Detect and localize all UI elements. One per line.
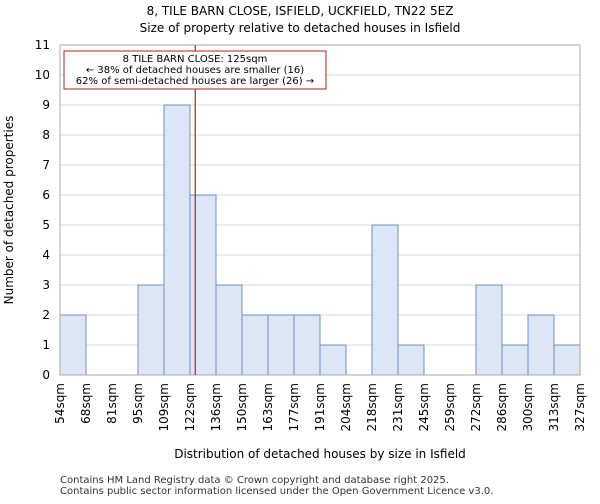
x-tick: 313sqm bbox=[547, 383, 561, 431]
x-tick: 81sqm bbox=[105, 383, 119, 424]
x-tick: 150sqm bbox=[235, 383, 249, 431]
x-tick-label: 68sqm bbox=[79, 383, 93, 424]
x-tick: 136sqm bbox=[209, 383, 223, 431]
bar bbox=[241, 314, 269, 376]
x-tick: 95sqm bbox=[131, 383, 145, 424]
bar bbox=[267, 314, 295, 376]
x-tick: 327sqm bbox=[573, 383, 587, 431]
x-tick: 272sqm bbox=[469, 383, 483, 431]
x-tick: 245sqm bbox=[417, 383, 431, 431]
y-axis-label: Number of detached properties bbox=[2, 116, 16, 305]
x-tick-label: 54sqm bbox=[53, 383, 67, 424]
annotation-line-1: 8 TILE BARN CLOSE: 125sqm bbox=[123, 54, 268, 65]
chart-subtitle: Size of property relative to detached ho… bbox=[140, 21, 461, 35]
x-tick: 177sqm bbox=[287, 383, 301, 431]
x-tick-label: 109sqm bbox=[157, 383, 171, 431]
y-tick-label: 7 bbox=[42, 158, 50, 172]
x-axis-label: Distribution of detached houses by size … bbox=[174, 447, 466, 461]
x-tick-label: 231sqm bbox=[391, 383, 405, 431]
x-tick: 300sqm bbox=[521, 383, 535, 431]
bars bbox=[59, 104, 581, 376]
bar bbox=[163, 104, 191, 376]
bar bbox=[293, 314, 321, 376]
bar bbox=[501, 344, 529, 376]
x-tick-label: 245sqm bbox=[417, 383, 431, 431]
bar bbox=[475, 284, 503, 376]
x-tick-label: 177sqm bbox=[287, 383, 301, 431]
y-tick-label: 3 bbox=[42, 278, 50, 292]
bar bbox=[215, 284, 243, 376]
x-tick: 191sqm bbox=[313, 383, 327, 431]
x-tick-label: 95sqm bbox=[131, 383, 145, 424]
plot-area-border bbox=[59, 44, 581, 376]
x-tick: 163sqm bbox=[261, 383, 275, 431]
y-tick-label: 6 bbox=[42, 188, 50, 202]
x-tick-label: 327sqm bbox=[573, 383, 587, 431]
y-axis-ticks: 0 1 2 3 4 5 6 7 8 9 10 11 bbox=[35, 38, 50, 382]
bar bbox=[59, 314, 87, 376]
x-tick-label: 300sqm bbox=[521, 383, 535, 431]
y-tick-label: 5 bbox=[42, 218, 50, 232]
x-tick: 54sqm bbox=[53, 383, 67, 424]
annotation-line-3: 62% of semi-detached houses are larger (… bbox=[76, 76, 314, 87]
marker-annotation: 8 TILE BARN CLOSE: 125sqm ← 38% of detac… bbox=[63, 50, 327, 90]
bar bbox=[189, 194, 217, 376]
bar bbox=[397, 344, 425, 376]
y-tick-label: 1 bbox=[42, 338, 50, 352]
footer-line-2: Contains public sector information licen… bbox=[60, 486, 493, 497]
bar bbox=[371, 224, 399, 376]
x-tick-label: 259sqm bbox=[443, 383, 457, 431]
x-tick: 109sqm bbox=[157, 383, 171, 431]
bar bbox=[137, 284, 165, 376]
x-tick-label: 272sqm bbox=[469, 383, 483, 431]
x-tick: 286sqm bbox=[495, 383, 509, 431]
annotation-line-2: ← 38% of detached houses are smaller (16… bbox=[86, 65, 304, 76]
x-axis-ticks: 54sqm 68sqm 81sqm 95sqm 109sqm 122sqm 136sqm 15… bbox=[53, 383, 587, 431]
annotation-box bbox=[63, 50, 327, 90]
x-tick-label: 191sqm bbox=[313, 383, 327, 431]
y-tick-label: 8 bbox=[42, 128, 50, 142]
x-tick-label: 204sqm bbox=[339, 383, 353, 431]
y-tick-label: 0 bbox=[42, 368, 50, 382]
y-tick-label: 11 bbox=[35, 38, 50, 52]
x-tick-label: 81sqm bbox=[105, 383, 119, 424]
y-tick-label: 10 bbox=[35, 68, 50, 82]
x-tick: 204sqm bbox=[339, 383, 353, 431]
x-tick: 259sqm bbox=[443, 383, 457, 431]
x-tick-label: 218sqm bbox=[365, 383, 379, 431]
x-tick-label: 163sqm bbox=[261, 383, 275, 431]
x-tick: 68sqm bbox=[79, 383, 93, 424]
x-tick-label: 286sqm bbox=[495, 383, 509, 431]
y-tick-label: 9 bbox=[42, 98, 50, 112]
x-tick-label: 150sqm bbox=[235, 383, 249, 431]
x-tick-label: 136sqm bbox=[209, 383, 223, 431]
x-tick: 231sqm bbox=[391, 383, 405, 431]
chart-title: 8, TILE BARN CLOSE, ISFIELD, UCKFIELD, T… bbox=[147, 4, 454, 18]
x-tick-label: 122sqm bbox=[183, 383, 197, 431]
bar bbox=[319, 344, 347, 376]
x-tick-label: 313sqm bbox=[547, 383, 561, 431]
footer-line-1: Contains HM Land Registry data © Crown c… bbox=[60, 475, 449, 486]
y-tick-label: 4 bbox=[42, 248, 50, 262]
bar bbox=[527, 314, 555, 376]
y-tick-label: 2 bbox=[42, 308, 50, 322]
x-tick: 218sqm bbox=[365, 383, 379, 431]
bar bbox=[553, 344, 581, 376]
x-tick: 122sqm bbox=[183, 383, 197, 431]
